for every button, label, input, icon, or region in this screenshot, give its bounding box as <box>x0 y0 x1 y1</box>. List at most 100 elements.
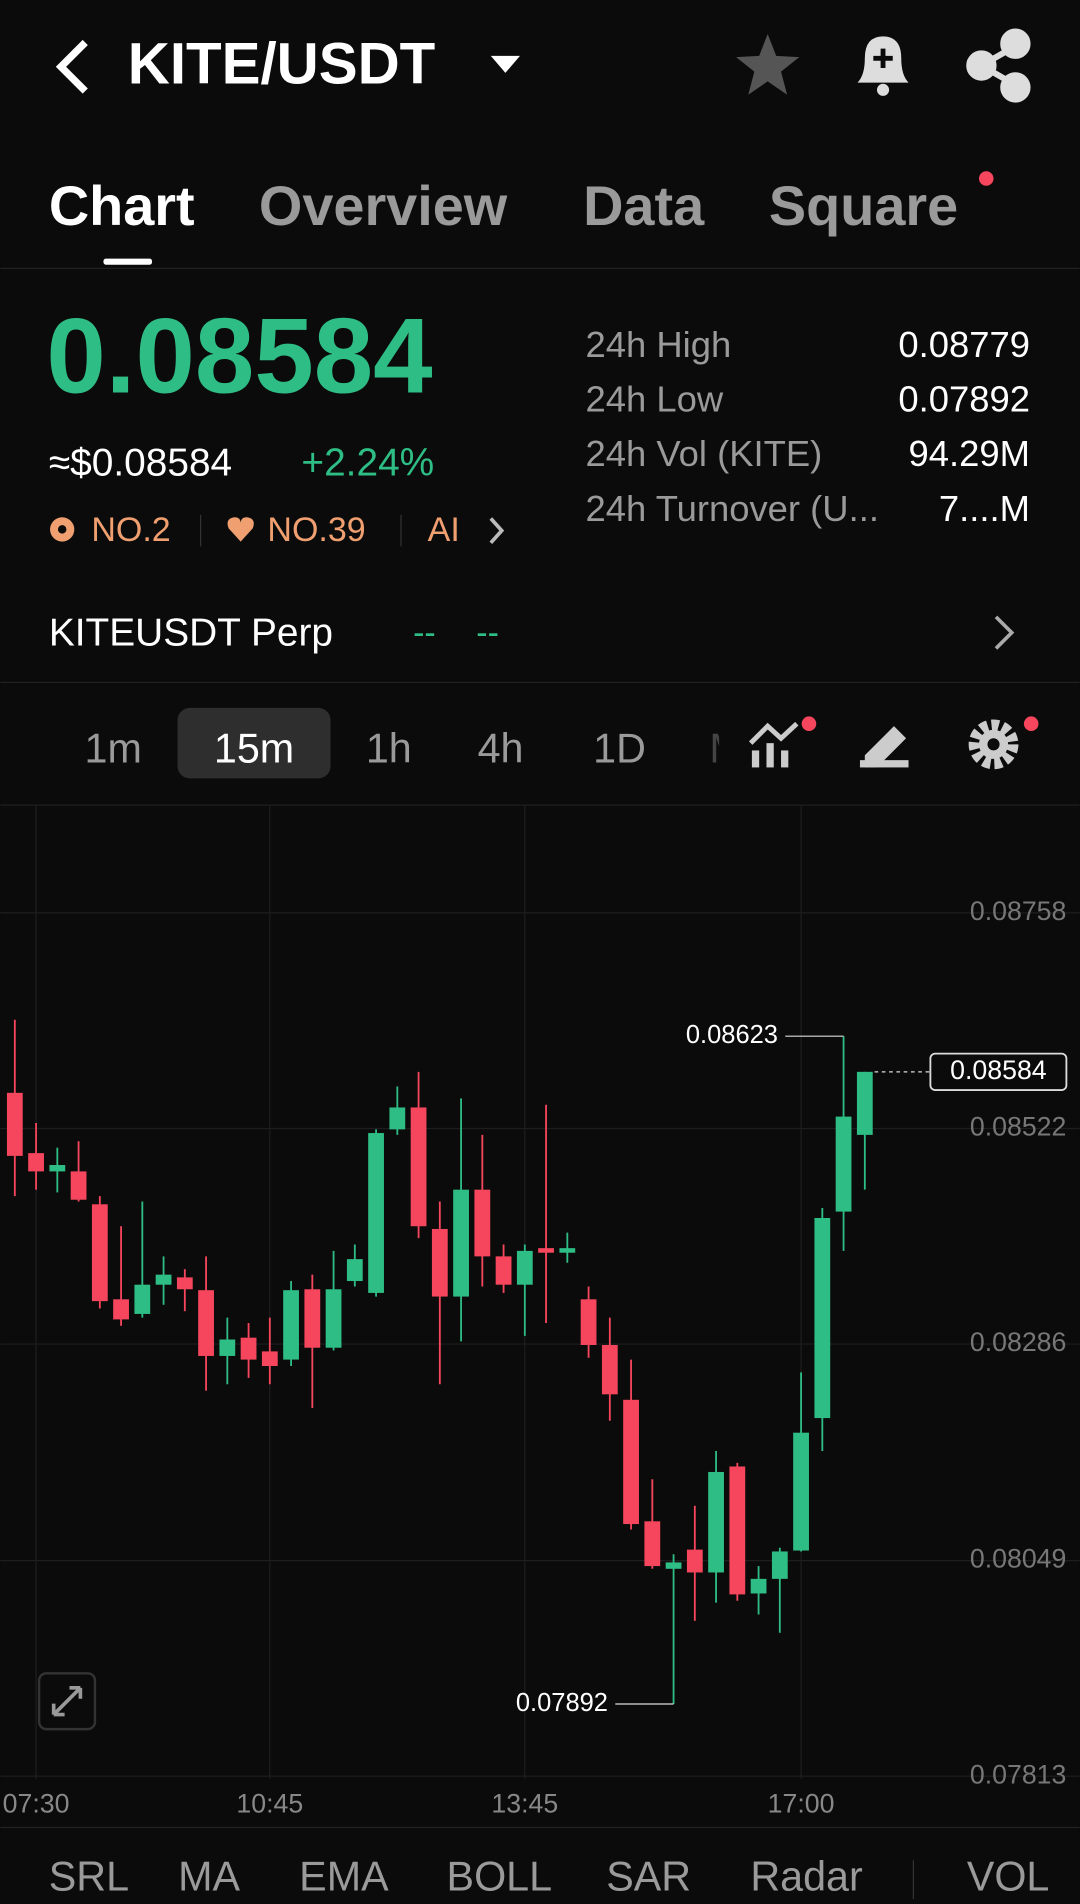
interval[interactable]: 1h <box>366 726 412 772</box>
ai-badge[interactable]: AI <box>428 511 460 549</box>
indicator-icon[interactable] <box>748 721 799 768</box>
y-tick-label: 0.07813 <box>970 1759 1067 1789</box>
interval[interactable]: 1m <box>85 726 142 772</box>
tab[interactable]: Square <box>769 174 958 237</box>
max-marker-label: 0.08623 <box>686 1021 778 1049</box>
candlestick-chart: 0.07813 0.08049 0.08286 0.08522 0.08758 07:30… <box>0 805 1080 1819</box>
candle-body <box>538 1248 554 1253</box>
last-price-box <box>929 1052 1068 1091</box>
indicator-tab[interactable]: Radar <box>750 1854 863 1900</box>
candle-body <box>495 1256 512 1285</box>
y-tick-label: 0.08522 <box>970 1112 1067 1142</box>
candle-body <box>686 1549 703 1573</box>
candle-body <box>176 1277 193 1290</box>
stat-label: 24h High <box>586 324 732 365</box>
stat-value: 94.29M <box>909 433 1030 474</box>
perp-change: -- <box>476 614 499 652</box>
candle-body <box>389 1107 406 1130</box>
favorite-icon[interactable] <box>736 34 800 95</box>
x-tick-label: 10:45 <box>236 1789 303 1819</box>
expand-icon <box>51 1686 83 1717</box>
indicator-tab[interactable]: MA <box>178 1854 240 1900</box>
pair-dropdown[interactable] <box>490 55 520 73</box>
y-tick-label: 0.08758 <box>970 896 1067 926</box>
candle-body <box>516 1250 533 1285</box>
candle-body <box>28 1153 44 1172</box>
candle-body <box>304 1289 321 1348</box>
y-tick-label: 0.08286 <box>970 1327 1067 1357</box>
y-tick-label: 0.08049 <box>970 1544 1067 1574</box>
candle-body <box>6 1092 23 1156</box>
min-marker-label: 0.07892 <box>516 1689 608 1717</box>
candle-body <box>261 1351 278 1366</box>
price-change: +2.24% <box>301 441 434 484</box>
indicator-tab[interactable]: SAR <box>606 1854 691 1900</box>
draw-icon[interactable] <box>859 726 909 768</box>
candle-body <box>771 1551 788 1579</box>
x-tick-label: 17:00 <box>768 1789 835 1819</box>
expand-button[interactable] <box>37 1672 97 1731</box>
notification-dot <box>801 716 817 731</box>
stat-value: 7....M <box>939 488 1030 529</box>
last-price-label: 0.08584 <box>950 1055 1047 1085</box>
candle-body <box>708 1471 724 1573</box>
interval[interactable]: M <box>709 726 743 772</box>
pair-title[interactable]: KITE/USDT <box>128 31 436 96</box>
stat-label: 24h Vol (KITE) <box>586 433 823 474</box>
interval[interactable]: 1D <box>593 726 646 772</box>
candle-body <box>856 1071 873 1135</box>
indicator-tab[interactable]: BOLL <box>447 1854 553 1900</box>
notification-dot <box>978 171 994 186</box>
candle-body <box>665 1562 682 1569</box>
chevron[interactable] <box>489 517 505 545</box>
usd-price: ≈$0.08584 <box>49 441 232 484</box>
candle-body <box>793 1432 809 1551</box>
settings-icon[interactable] <box>968 719 1019 770</box>
indicator-tab[interactable]: VOL <box>967 1854 1050 1900</box>
candle-body <box>240 1337 257 1360</box>
candle-body <box>283 1290 299 1360</box>
interval[interactable]: 4h <box>478 726 524 772</box>
back-button[interactable] <box>55 39 88 94</box>
share-icon[interactable] <box>966 28 1031 103</box>
candle-body <box>601 1344 618 1395</box>
chevron[interactable] <box>994 615 1015 650</box>
tab[interactable]: Data <box>583 174 705 237</box>
candle-body <box>113 1299 129 1320</box>
candle-body <box>155 1274 172 1285</box>
rank-badge[interactable]: NO.2 <box>91 511 170 549</box>
candle-body <box>70 1171 87 1200</box>
stat-label: 24h Turnover (U... <box>586 488 879 529</box>
interval[interactable]: 15m <box>214 726 294 772</box>
perp-change: -- <box>413 614 436 652</box>
interval-selected-bg <box>177 707 331 779</box>
candle-body <box>580 1299 597 1345</box>
x-tick-label: 07:30 <box>3 1789 70 1819</box>
perp-name[interactable]: KITEUSDT Perp <box>49 611 333 654</box>
tab-indicator <box>103 258 153 265</box>
candle-body <box>134 1284 151 1314</box>
tab[interactable]: Overview <box>259 174 508 237</box>
indicator-tab[interactable]: SRL <box>49 1854 129 1900</box>
candle-body <box>49 1165 66 1172</box>
popularity-icon <box>227 517 254 542</box>
candle-body <box>410 1107 427 1227</box>
candle-body <box>219 1339 236 1356</box>
interval-clip: M <box>709 726 743 772</box>
tab[interactable]: Chart <box>49 174 195 237</box>
candle-body <box>729 1466 746 1595</box>
notification-dot <box>1023 716 1039 731</box>
candle-body <box>368 1133 384 1293</box>
candle-body <box>814 1218 831 1419</box>
last-price: 0.08584 <box>46 296 432 416</box>
candle-body <box>835 1116 852 1212</box>
candle-body <box>198 1290 214 1356</box>
candle-body <box>431 1228 448 1297</box>
popularity-badge[interactable]: NO.39 <box>267 511 365 549</box>
alert-icon[interactable] <box>857 36 909 96</box>
indicator-tab[interactable]: EMA <box>299 1854 389 1900</box>
candle-body <box>474 1189 491 1257</box>
